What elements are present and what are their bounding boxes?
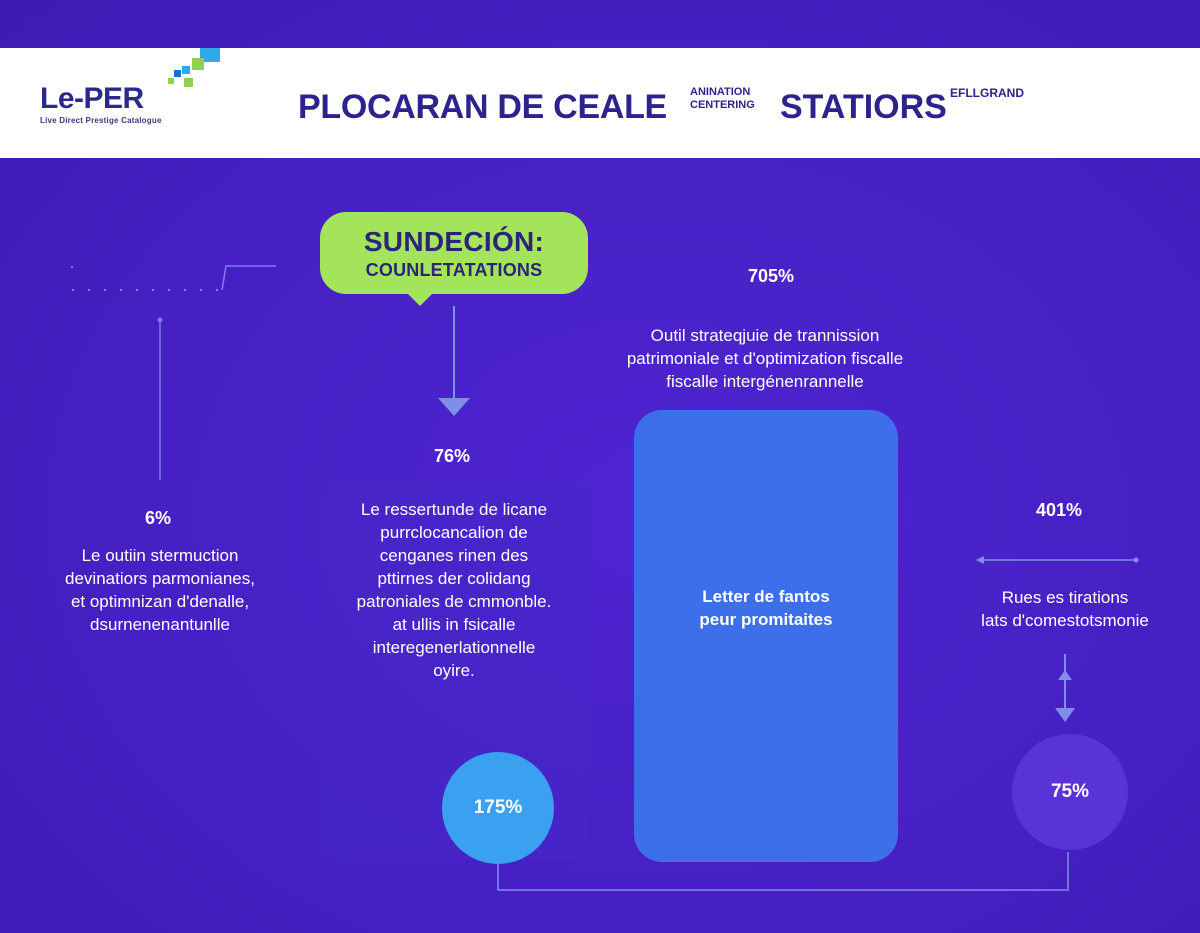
right-arrow-left-head: [976, 556, 984, 564]
top-stat-value: 705%: [748, 266, 795, 286]
page-title: PLOCARAN DE CEALE: [298, 88, 667, 126]
page-title-second: STATIORS: [780, 88, 947, 126]
purple-circle-value: 75%: [1050, 781, 1090, 802]
bottom-connector-line: [497, 852, 1069, 891]
speech-bubble: SUNDECIÓN: COUNLETATATIONS: [320, 212, 588, 294]
top-stat-text: Outil strateqjuie de trannission patrimo…: [626, 326, 904, 391]
bubble-subtitle: COUNLETATATIONS: [365, 260, 543, 280]
blue-circle-value: 175%: [473, 797, 523, 818]
left-stat-value: 6%: [145, 508, 172, 528]
title-superscript: EFLLGRAND: [950, 86, 1024, 100]
left-step-line: [221, 265, 276, 291]
right-down-head-top: [1058, 670, 1072, 680]
bubble-title: SUNDECIÓN:: [363, 226, 545, 257]
logo-tagline: Live Direct Prestige Catalogue: [40, 116, 162, 125]
center-stat-value: 76%: [434, 446, 471, 466]
logo-text: Le-PER: [40, 82, 144, 115]
logo-squares-icon: [168, 48, 220, 87]
bubble-arrow-head: [438, 398, 470, 416]
purple-percentage-circle: 75%: [1012, 734, 1128, 850]
right-arrow-dot: [1133, 557, 1139, 563]
title-mini-line-1: ANINATION: [690, 86, 751, 98]
left-vertical-dot: [157, 317, 163, 323]
blue-card: [634, 410, 898, 862]
left-stat-text: Le outiin stermuction devinatiors parmon…: [65, 546, 255, 634]
header-band: Le-PER Live Direct Prestige Catalogue PL…: [0, 48, 1200, 158]
right-down-head: [1055, 708, 1075, 722]
title-mini-label: ANINATION CENTERING: [690, 86, 755, 112]
blue-card-text: Letter de fantos peur promitaites: [699, 587, 833, 629]
center-stat-text: Le ressertunde de licane purrclocancalio…: [356, 500, 552, 680]
right-stat-text: Rues es tirations lats d'comestotsmonie: [981, 588, 1149, 630]
speech-bubble-tail: [404, 290, 436, 306]
right-stat-value: 401%: [1036, 500, 1083, 520]
blue-percentage-circle: 175%: [442, 752, 554, 864]
title-mini-line-2: CENTERING: [690, 99, 755, 111]
